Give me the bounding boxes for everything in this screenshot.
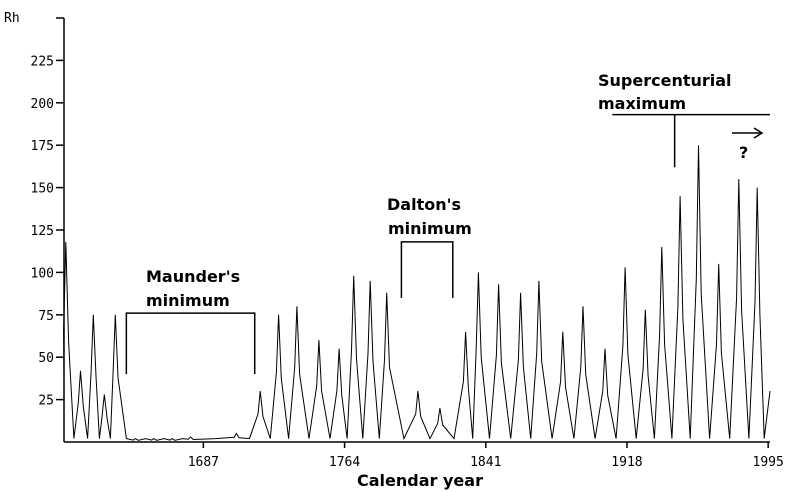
dalton-bracket [400,241,454,298]
y-tick-label: 200 [31,97,54,112]
y-tick-label: 225 [31,54,54,69]
y-tick-label: 100 [31,266,54,281]
x-tick-label: 1687 [188,455,219,470]
y-tick-label: 50 [38,351,54,366]
dalton-annotation: Dalton's minimum [387,195,472,298]
maunder-bracket [125,312,256,375]
x-tick-label: 1841 [470,455,501,470]
dalton-label-line1: Dalton's [387,195,461,214]
sunspot-series-line [63,145,771,441]
y-tick-label: 175 [31,139,54,154]
maunder-annotation: Maunder's minimum [125,267,256,375]
supercenturial-bracket [612,113,770,168]
y-tick-label: 150 [31,182,54,197]
future-arrow-annotation: ? [732,127,764,162]
x-tick-label: 1764 [329,455,360,470]
y-tick-label: 75 [38,309,54,324]
y-tick-label: 125 [31,224,54,239]
x-tick-label: 1995 [753,455,784,470]
supercenturial-label-line2: maximum [598,94,686,113]
x-ticks: 1687 1764 1841 1918 1995 [188,442,784,470]
y-tick-label: 25 [38,394,54,409]
x-axis-title: Calendar year [357,471,483,490]
x-tick-label: 1918 [611,455,642,470]
question-mark: ? [739,143,748,162]
dalton-label-line2: minimum [388,219,472,238]
y-ticks: 25 50 75 100 125 150 175 200 225 [31,54,64,409]
supercenturial-label-line1: Supercenturial [598,71,732,90]
maunder-label-line2: minimum [146,291,230,310]
future-arrow-head [753,127,764,139]
supercenturial-annotation: Supercenturial maximum [598,71,770,168]
y-axis-label: Rh [4,11,20,26]
maunder-label-line1: Maunder's [146,267,240,286]
